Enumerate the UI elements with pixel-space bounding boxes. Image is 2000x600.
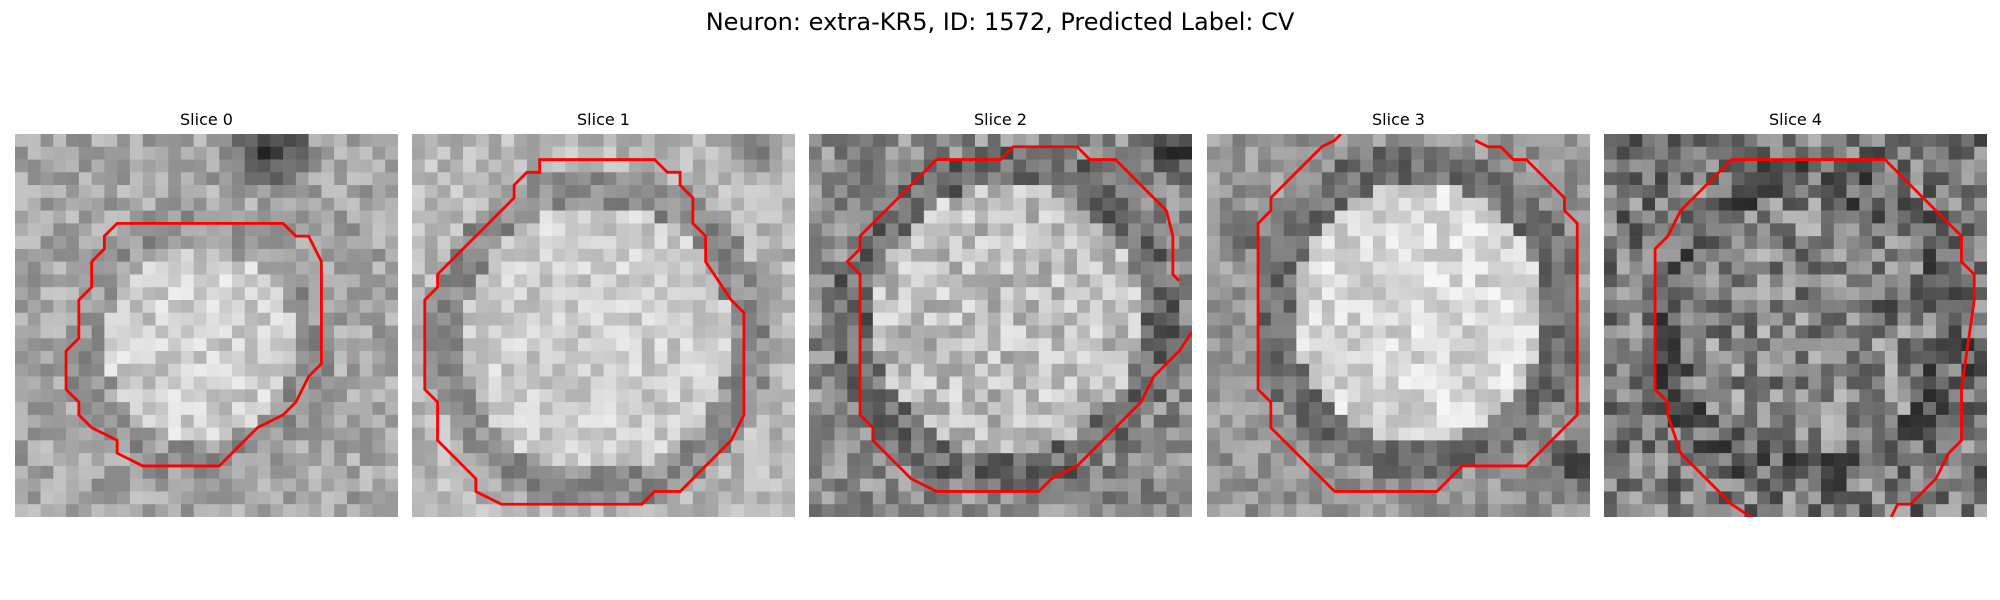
- slice-title: Slice 2: [974, 110, 1027, 129]
- slice-panel-0: Slice 0: [15, 108, 398, 528]
- slice-image: [1207, 134, 1590, 517]
- slice-panel-2: Slice 2: [809, 108, 1192, 528]
- slice-panel-1: Slice 1: [412, 108, 795, 528]
- slice-image: [809, 134, 1192, 517]
- pixel-grid: [412, 134, 795, 517]
- contour-outline: [1256, 134, 1579, 493]
- slice-image: [1604, 134, 1987, 517]
- pixel-grid: [1604, 134, 1987, 517]
- contour-outline: [64, 221, 323, 468]
- pixel-grid: [15, 134, 398, 517]
- pixel-grid: [809, 134, 1192, 517]
- slice-panel-3: Slice 3: [1207, 108, 1590, 528]
- slice-title: Slice 0: [180, 110, 233, 129]
- slice-title: Slice 1: [577, 110, 630, 129]
- figure-title: Neuron: extra-KR5, ID: 1572, Predicted L…: [705, 8, 1295, 36]
- contour-outline: [845, 145, 1192, 493]
- pixel-grid: [1207, 134, 1590, 517]
- slice-image: [15, 134, 398, 517]
- contour-outline: [423, 158, 746, 506]
- slice-title: Slice 4: [1769, 110, 1822, 129]
- slice-panel-4: Slice 4: [1604, 108, 1987, 528]
- slice-image: [412, 134, 795, 517]
- contour-outline: [1653, 158, 1976, 517]
- slice-title: Slice 3: [1372, 110, 1425, 129]
